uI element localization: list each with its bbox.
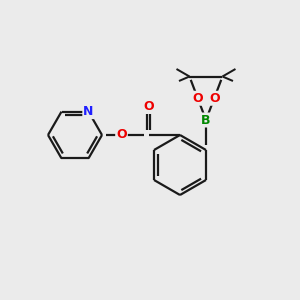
Text: O: O (143, 100, 154, 113)
Text: O: O (209, 92, 220, 105)
Text: B: B (201, 113, 211, 127)
Text: O: O (116, 128, 127, 142)
Text: O: O (192, 92, 203, 105)
Text: N: N (83, 105, 94, 118)
